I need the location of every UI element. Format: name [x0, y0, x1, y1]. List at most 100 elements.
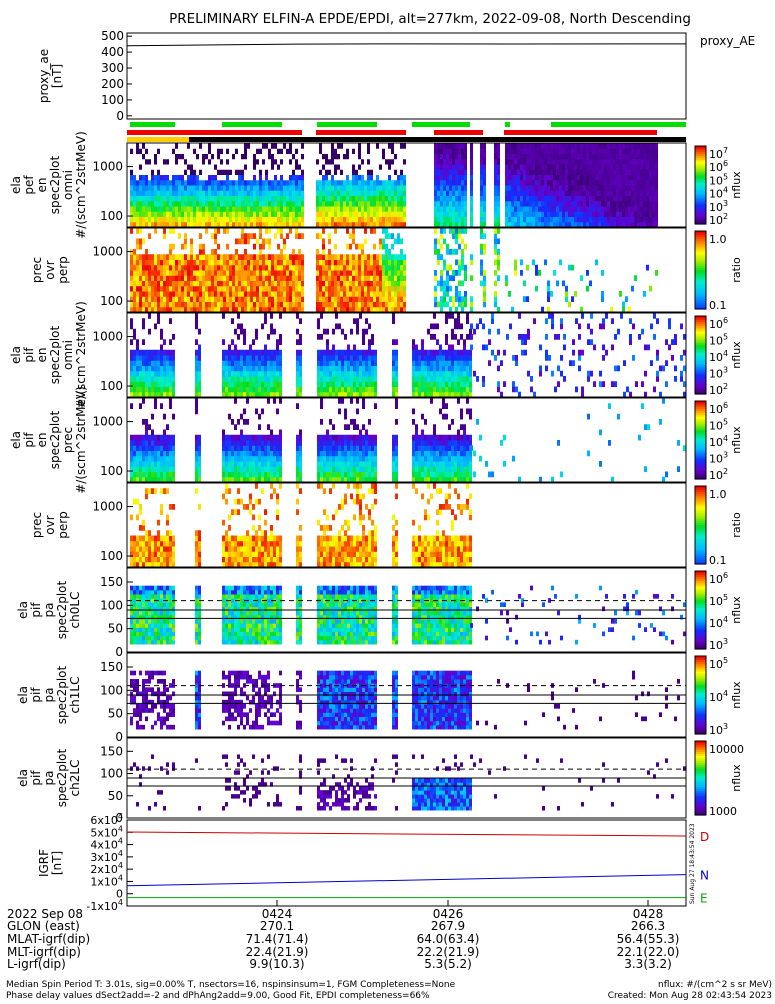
- cell: [601, 143, 604, 149]
- cell: [592, 185, 595, 191]
- ylabel-ela_pef_en_spec2plot_omni-5: #/(scm^2strMeV): [74, 131, 88, 239]
- cell: [340, 154, 343, 160]
- cell: [274, 190, 277, 196]
- cell: [397, 148, 400, 154]
- cell: [346, 159, 349, 165]
- cell: [338, 350, 341, 356]
- cell: [226, 185, 229, 191]
- cell: [424, 350, 427, 356]
- cell: [403, 169, 406, 175]
- cell: [184, 211, 187, 217]
- cell: [277, 180, 280, 186]
- cell: [234, 366, 237, 372]
- cell: [454, 355, 457, 361]
- cell: [607, 190, 610, 196]
- cell: [364, 211, 367, 217]
- cell: [237, 387, 240, 393]
- cell: [280, 201, 283, 207]
- cell: [365, 329, 368, 335]
- cell: [274, 154, 277, 160]
- cell: [296, 371, 299, 377]
- cell: [368, 376, 371, 382]
- cell: [163, 211, 166, 217]
- cell: [367, 260, 370, 266]
- cell: [514, 143, 517, 149]
- cell: [355, 291, 358, 297]
- cell: [259, 196, 262, 202]
- cell: [469, 350, 472, 356]
- cell: [292, 302, 295, 308]
- ylabel-ela_pef_en_spec2plot_omni-1: pef: [22, 175, 36, 195]
- cell: [541, 196, 544, 202]
- cell: [238, 196, 241, 202]
- cell: [580, 159, 583, 165]
- cell: [559, 159, 562, 165]
- cell: [169, 254, 172, 260]
- cell: [295, 206, 298, 212]
- cell: [403, 291, 406, 297]
- cell: [593, 381, 596, 387]
- cell: [199, 260, 202, 266]
- cell: [497, 381, 500, 387]
- cell: [394, 190, 397, 196]
- cell: [355, 159, 358, 165]
- cell: [368, 355, 371, 361]
- cell: [547, 169, 550, 175]
- cell: [247, 233, 250, 239]
- cell: [361, 169, 364, 175]
- cell: [394, 275, 397, 281]
- cell: [175, 217, 178, 223]
- cell: [646, 154, 649, 160]
- cell: [443, 291, 446, 297]
- cell: [334, 169, 337, 175]
- cell: [451, 387, 454, 393]
- cell: [139, 217, 142, 223]
- cell: [646, 169, 649, 175]
- cell: [295, 148, 298, 154]
- cell: [154, 190, 157, 196]
- cell: [214, 296, 217, 302]
- cell: [235, 286, 238, 292]
- cell: [343, 206, 346, 212]
- cell: [136, 154, 139, 160]
- cell: [350, 329, 353, 335]
- cell: [412, 366, 415, 372]
- cell: [371, 339, 374, 345]
- cell: [286, 175, 289, 181]
- cell: [437, 169, 440, 175]
- cell: [320, 381, 323, 387]
- cell: [238, 154, 241, 160]
- cell: [196, 260, 199, 266]
- cell: [550, 154, 553, 160]
- cell: [160, 355, 163, 361]
- cell: [511, 154, 514, 160]
- cell: [240, 371, 243, 377]
- cell: [637, 180, 640, 186]
- cell: [202, 169, 205, 175]
- cell: [335, 387, 338, 393]
- cell: [331, 148, 334, 154]
- cell: [238, 275, 241, 281]
- cell: [326, 329, 329, 335]
- cell: [130, 281, 133, 287]
- cell: [370, 302, 373, 308]
- cell: [440, 281, 443, 287]
- cell: [166, 201, 169, 207]
- cell: [469, 381, 472, 387]
- cell: [553, 175, 556, 181]
- cell: [169, 270, 172, 276]
- cell: [273, 360, 276, 366]
- cell: [443, 296, 446, 302]
- cell: [262, 201, 265, 207]
- cell: [296, 313, 299, 319]
- cell: [358, 196, 361, 202]
- cell: [286, 206, 289, 212]
- cell: [253, 286, 256, 292]
- cell: [299, 381, 302, 387]
- cell: [598, 217, 601, 223]
- cell: [403, 201, 406, 207]
- cell: [647, 345, 650, 351]
- cell: [259, 169, 262, 175]
- cell: [335, 381, 338, 387]
